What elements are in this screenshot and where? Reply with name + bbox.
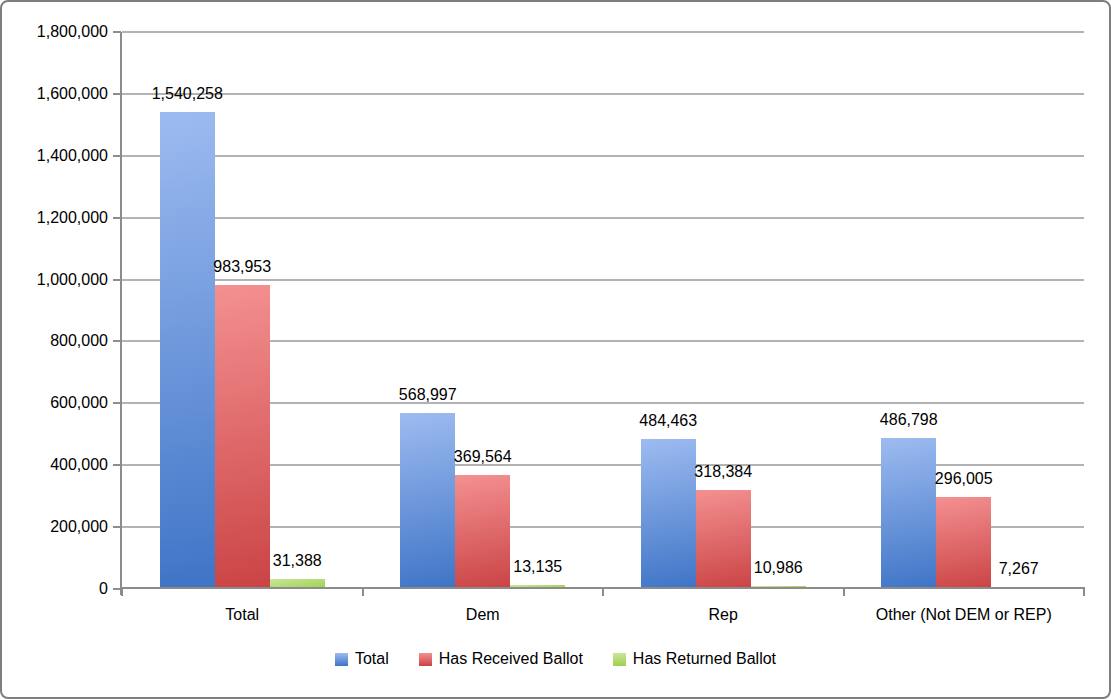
bar-total-other-not-dem-or-rep [881,438,936,589]
legend-label: Has Received Ballot [439,650,583,668]
x-axis-tick [121,589,123,596]
data-label-has-received-ballot-total: 983,953 [177,257,307,277]
y-axis-tick-label: 600,000 [2,392,108,414]
data-label-total-other-not-dem-or-rep: 486,798 [844,410,974,430]
data-label-has-received-ballot-rep: 318,384 [658,462,788,482]
y-axis-tick [113,526,121,528]
legend-swatch-icon [335,653,348,666]
x-axis-label-other-not-dem-or-rep: Other (Not DEM or REP) [844,602,1085,628]
y-axis-tick [113,279,121,281]
x-axis-tick [362,589,364,596]
gridline [122,217,1084,219]
bar-total-total [160,112,215,589]
y-axis-tick-label: 1,600,000 [2,83,108,105]
data-label-has-returned-ballot-total: 31,388 [232,551,362,571]
y-axis-tick-label: 0 [2,578,108,600]
legend-item-has-received-ballot: Has Received Ballot [419,650,583,668]
y-axis-tick-label: 800,000 [2,330,108,352]
y-axis-tick [113,31,121,33]
y-axis-tick-label: 1,400,000 [2,145,108,167]
gridline [122,279,1084,281]
gridline [122,155,1084,157]
y-axis-tick-label: 200,000 [2,516,108,538]
x-axis-label-total: Total [122,602,363,628]
gridline [122,31,1084,33]
y-axis-tick [113,155,121,157]
chart-window: 1,540,258 983,953 31,388 568,997 369,564 13,1… [0,0,1111,699]
legend-swatch-icon [613,653,626,666]
x-axis-label-dem: Dem [363,602,604,628]
plot-area: 1,540,258 983,953 31,388 568,997 369,564 13,1… [122,32,1084,589]
legend: Total Has Received Ballot Has Returned Bal… [2,650,1109,668]
y-axis-tick-label: 1,200,000 [2,207,108,229]
legend-label: Total [355,650,389,668]
data-label-has-received-ballot-other-not-dem-or-rep: 296,005 [899,469,1029,489]
y-axis-tick [113,464,121,466]
data-label-total-rep: 484,463 [603,411,733,431]
gridline [122,93,1084,95]
x-axis-tick [1083,589,1085,596]
x-axis-tick [843,589,845,596]
y-axis-tick-label: 1,000,000 [2,269,108,291]
bar-has-received-ballot-total [215,285,270,589]
y-axis-tick [113,93,121,95]
x-axis-label-rep: Rep [603,602,844,628]
legend-swatch-icon [419,653,432,666]
data-label-has-returned-ballot-rep: 10,986 [713,558,843,578]
legend-item-total: Total [335,650,389,668]
bar-total-dem [400,413,455,589]
data-label-total-total: 1,540,258 [122,84,252,104]
y-axis-tick [113,402,121,404]
legend-label: Has Returned Ballot [633,650,776,668]
data-label-has-returned-ballot-dem: 13,135 [473,557,603,577]
y-axis-tick-label: 400,000 [2,454,108,476]
data-label-has-received-ballot-dem: 369,564 [418,447,548,467]
y-axis-line [120,32,122,595]
y-axis-tick-label: 1,800,000 [2,21,108,43]
y-axis-tick [113,217,121,219]
x-axis-tick [602,589,604,596]
data-label-total-dem: 568,997 [363,385,493,405]
legend-item-has-returned-ballot: Has Returned Ballot [613,650,776,668]
data-label-has-returned-ballot-other-not-dem-or-rep: 7,267 [954,559,1084,579]
y-axis-tick [113,588,121,590]
y-axis-tick [113,340,121,342]
